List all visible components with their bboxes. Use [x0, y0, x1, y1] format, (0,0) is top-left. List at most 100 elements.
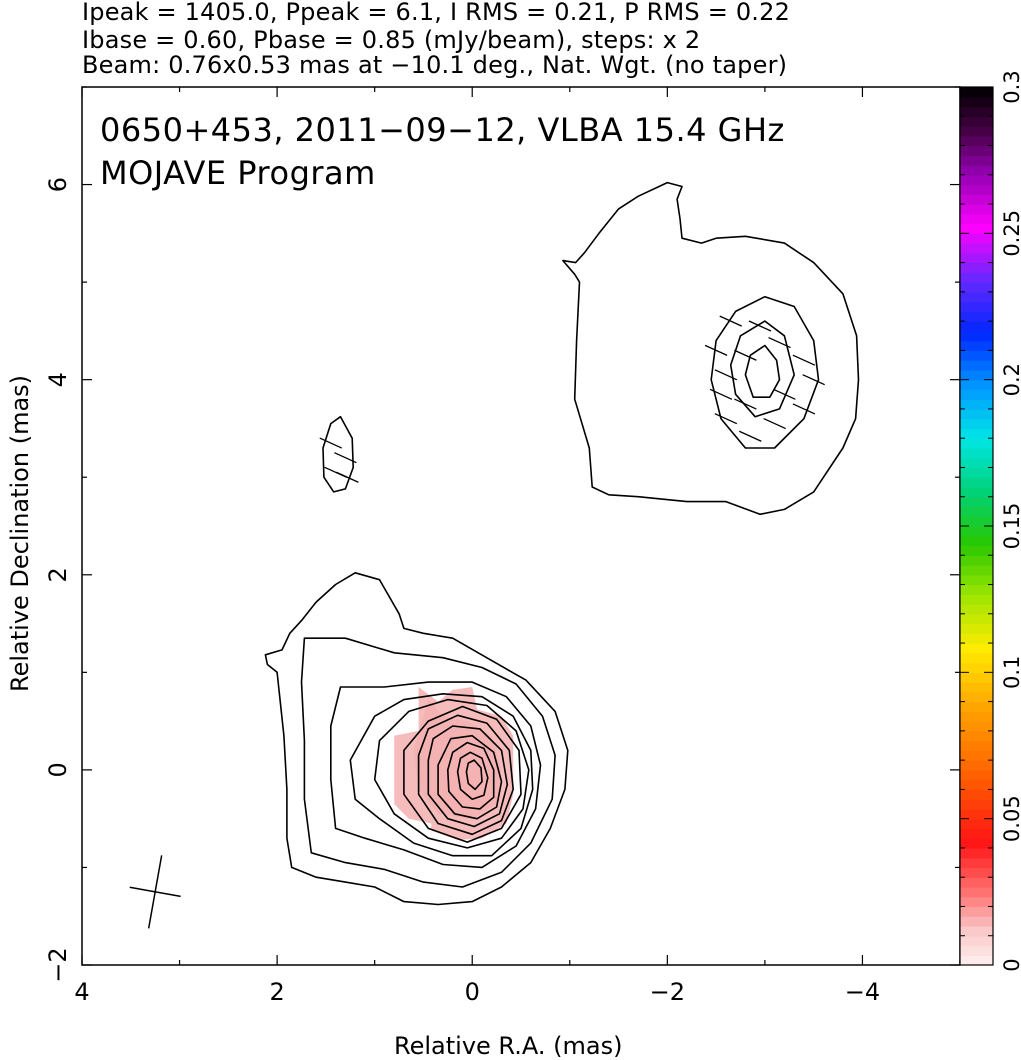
- colorbar-band: [960, 711, 993, 722]
- core-contour-1: [264, 572, 569, 906]
- colorbar-band: [960, 369, 993, 381]
- colorbar-band: [960, 262, 993, 273]
- polarization-vector: [734, 398, 757, 410]
- colorbar-band: [960, 584, 993, 595]
- polarization-vector: [748, 320, 772, 332]
- colorbar-band: [960, 877, 993, 888]
- colorbar-band: [960, 360, 993, 371]
- colorbar-band: [960, 321, 993, 332]
- colorbar-band: [960, 311, 993, 322]
- colorbar-band: [960, 604, 993, 615]
- y-tick-label: 0: [44, 762, 72, 777]
- colorbar-band: [960, 760, 993, 771]
- colorbar-band: [960, 682, 993, 693]
- colorbar-band: [960, 340, 993, 351]
- colorbar-band: [960, 526, 993, 537]
- polarization-vector: [792, 354, 816, 366]
- jet-contour-4: [744, 344, 781, 398]
- polarization-vector: [336, 471, 359, 483]
- colorbar-band: [960, 672, 993, 683]
- colorbar-band: [960, 87, 993, 98]
- colorbar-band: [960, 799, 993, 810]
- polarization-vector: [714, 413, 738, 425]
- chart-title-line-2: MOJAVE Program: [100, 154, 376, 192]
- polarization-vector: [773, 388, 796, 400]
- x-tick-label: −4: [845, 978, 880, 1006]
- colorbar-band: [960, 838, 993, 849]
- colorbar-band: [960, 506, 993, 517]
- header-line-1: Ipeak = 1405.0, Ppeak = 6.1, I RMS = 0.2…: [82, 0, 791, 26]
- y-axis-label: Relative Declination (mas): [6, 374, 34, 692]
- colorbar-band: [960, 662, 993, 673]
- colorbar-band: [960, 789, 993, 800]
- colorbar-tick-label: 0: [1000, 958, 1021, 971]
- core-contour-9: [437, 734, 503, 820]
- colorbar-band: [960, 438, 993, 449]
- colorbar-band: [960, 643, 993, 654]
- colorbar-band: [960, 126, 993, 137]
- colorbar-band: [960, 174, 993, 186]
- colorbar-band: [960, 106, 993, 117]
- colorbar-band: [960, 272, 993, 283]
- colorbar-band: [960, 906, 993, 917]
- polarization-vector: [734, 349, 757, 361]
- colorbar-band: [960, 330, 993, 342]
- colorbar-band: [960, 896, 993, 908]
- x-axis-label: Relative R.A. (mas): [394, 1032, 623, 1060]
- polarization-vector: [709, 388, 733, 400]
- core-contour-11: [456, 751, 489, 800]
- colorbar-band: [960, 701, 993, 712]
- y-tick-label: 2: [44, 567, 72, 582]
- colorbar-band: [960, 886, 993, 898]
- chart-title-line-1: 0650+453, 2011−09−12, VLBA 15.4 GHz: [100, 111, 785, 149]
- header-line-3: Beam: 0.76x0.53 mas at −10.1 deg., Nat. …: [82, 51, 788, 79]
- colorbar-band: [960, 447, 993, 459]
- colorbar-band: [960, 194, 993, 205]
- y-tick-label: −2: [44, 947, 72, 982]
- colorbar-band: [960, 418, 993, 430]
- colorbar-band: [960, 516, 993, 527]
- colorbar-tick-label: 0.15: [1000, 503, 1021, 550]
- colorbar-band: [960, 857, 993, 869]
- colorbar-band: [960, 116, 993, 127]
- colorbar-band: [960, 165, 993, 176]
- colorbar-band: [960, 652, 993, 664]
- colorbar-band: [960, 613, 993, 625]
- colorbar-band: [960, 594, 993, 605]
- colorbar-tick-label: 0.25: [1000, 210, 1021, 257]
- jet-contour-1: [562, 181, 860, 516]
- colorbar-band: [960, 945, 993, 956]
- colorbar-band: [960, 204, 993, 215]
- colorbar-band: [960, 399, 993, 410]
- colorbar-band: [960, 691, 993, 703]
- core-contour-2: [300, 637, 556, 888]
- header-line-2: Ibase = 0.60, Pbase = 0.85 (mJy/beam), s…: [82, 26, 701, 54]
- colorbar-band: [960, 730, 993, 742]
- colorbar-band: [960, 233, 993, 244]
- core-contour-5: [373, 698, 530, 849]
- x-tick-label: 0: [465, 978, 480, 1006]
- colorbar-band: [960, 916, 993, 927]
- colorbar-band: [960, 925, 993, 937]
- y-tick-label: 4: [44, 372, 72, 387]
- colorbar-tick-label: 0.2: [1000, 363, 1021, 396]
- core-contour-6: [403, 705, 522, 843]
- core-contour-12: [465, 759, 483, 791]
- colorbar-band: [960, 96, 993, 108]
- colorbar-band: [960, 389, 993, 400]
- colorbar-band: [960, 282, 993, 293]
- colorbar-band: [960, 350, 993, 361]
- polarization-vector: [719, 315, 743, 327]
- polarization-vector: [768, 337, 791, 349]
- colorbar-band: [960, 847, 993, 859]
- core-contour-4: [349, 693, 534, 857]
- colorbar-band: [960, 408, 993, 420]
- colorbar-band: [960, 486, 993, 498]
- colorbar-band: [960, 252, 993, 264]
- colorbar-band: [960, 623, 993, 634]
- x-tick-label: 2: [269, 978, 284, 1006]
- colorbar-band: [960, 301, 993, 312]
- polarization-vector: [319, 437, 343, 449]
- colorbar-band: [960, 428, 993, 439]
